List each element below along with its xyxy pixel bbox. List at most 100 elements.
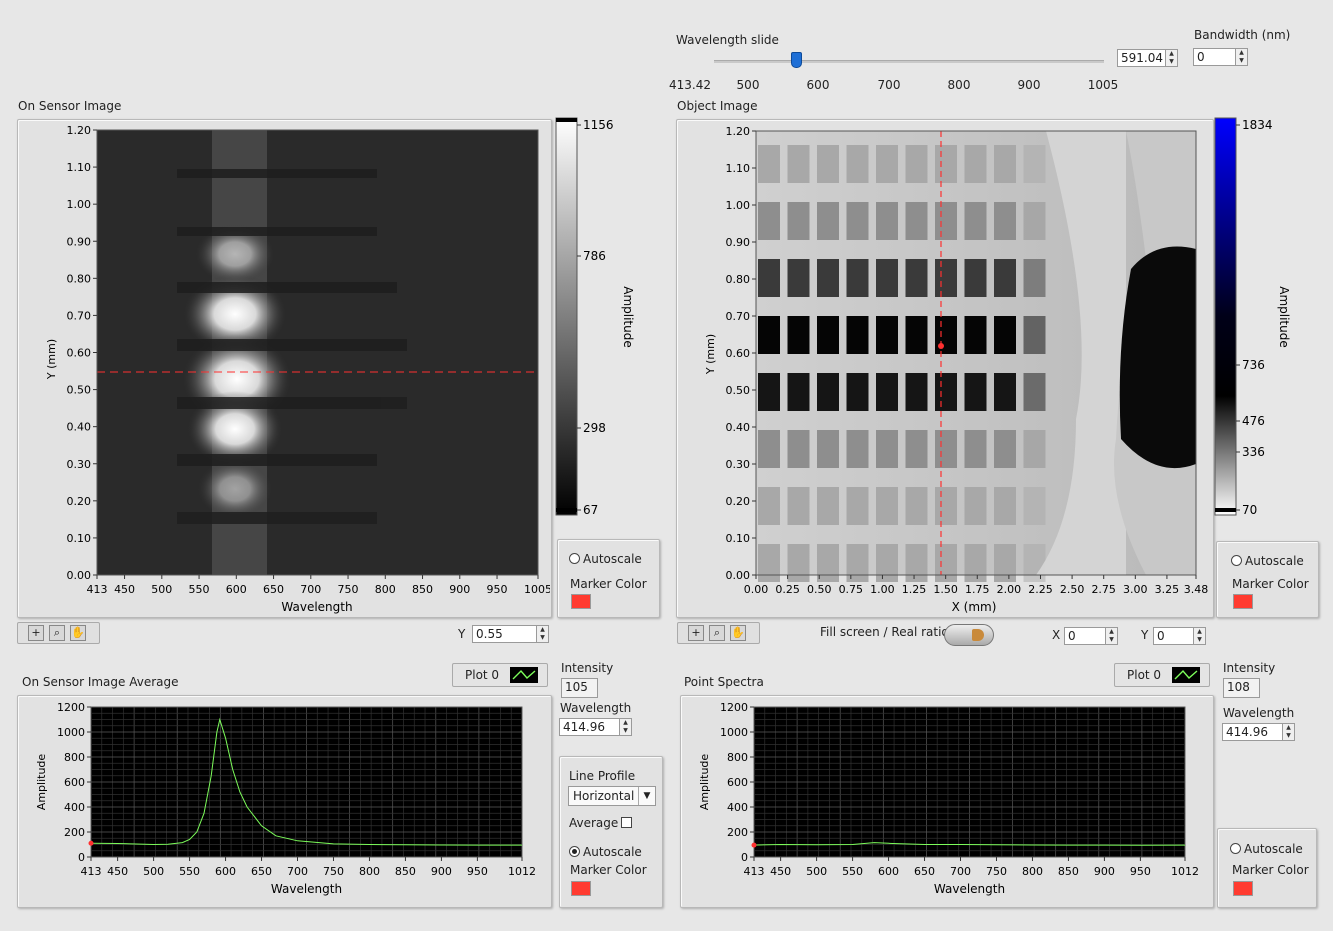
grid-square bbox=[964, 145, 987, 183]
sensor-average-series-line bbox=[90, 717, 522, 846]
slider-tick-label: 700 bbox=[877, 78, 901, 92]
slider-tick-label: 1005 bbox=[1087, 78, 1119, 92]
sensor-marker-color-label: Marker Color bbox=[570, 577, 647, 591]
point-spectra-legend[interactable]: Plot 0 bbox=[1114, 663, 1210, 687]
grid-square bbox=[1023, 202, 1046, 240]
grid-square bbox=[787, 487, 810, 525]
y-tick-label: 0.20 bbox=[726, 495, 751, 508]
object-pan-hand-icon[interactable]: ✋ bbox=[730, 625, 746, 641]
x-tick-label: 600 bbox=[215, 865, 236, 878]
y-tick-label: 0.10 bbox=[726, 532, 751, 545]
spectra-autoscale-radio[interactable] bbox=[1230, 843, 1241, 854]
y-tick-label: 1.10 bbox=[67, 161, 92, 174]
average-option[interactable]: Average bbox=[569, 816, 633, 830]
sensor-colorbar-gradient bbox=[555, 117, 578, 516]
wavelength-value-field[interactable]: 591.04 bbox=[1117, 49, 1167, 67]
y-tick-label: 0 bbox=[741, 851, 748, 864]
object-image-graph[interactable]: 1.20 1.10 1.00 0.90 0.80 0.70 0.60 0.50 0.40 0.30… bbox=[676, 119, 1212, 616]
sensor-average-legend[interactable]: Plot 0 bbox=[452, 663, 548, 687]
object-autoscale-radio[interactable] bbox=[1231, 555, 1242, 566]
zoom-icon[interactable]: ⌕ bbox=[49, 625, 65, 641]
spectra-marker-color-button[interactable] bbox=[1233, 881, 1253, 896]
spectra-autoscale-option[interactable]: Autoscale bbox=[1230, 842, 1303, 856]
x-tick-label: 950 bbox=[1130, 865, 1151, 878]
grid-square bbox=[758, 373, 780, 411]
x-tick-label: 1.50 bbox=[933, 583, 958, 596]
spectra-wavelength-spinner[interactable]: ▲ ▼ bbox=[1282, 723, 1295, 741]
pan-hand-icon[interactable]: ✋ bbox=[70, 625, 86, 641]
average-marker-color-button[interactable] bbox=[571, 881, 591, 896]
wavelength-spinner[interactable]: ▲ ▼ bbox=[1165, 49, 1178, 67]
grid-square bbox=[905, 316, 928, 354]
grid-square bbox=[905, 487, 928, 525]
x-tick-label: 650 bbox=[914, 865, 935, 878]
sensor-autoscale-radio[interactable] bbox=[569, 553, 580, 564]
grid-square bbox=[758, 430, 780, 468]
line-profile-select[interactable]: Horizontal ▼ bbox=[568, 786, 656, 806]
spectra-intensity-label: Intensity bbox=[1223, 661, 1276, 675]
object-autoscale-option[interactable]: Autoscale bbox=[1231, 554, 1304, 568]
x-tick-label: 950 bbox=[467, 865, 488, 878]
grid-square bbox=[1023, 487, 1046, 525]
grid-square bbox=[994, 145, 1016, 183]
wavelength-slider-track[interactable] bbox=[714, 60, 1104, 63]
sensor-average-cursor-marker[interactable] bbox=[88, 840, 94, 846]
grid-square bbox=[1023, 145, 1046, 183]
x-tick-label: 750 bbox=[986, 865, 1007, 878]
point-spectra-y-label: Amplitude bbox=[698, 754, 711, 811]
sensor-average-y-label: Amplitude bbox=[35, 754, 48, 811]
chevron-down-icon[interactable]: ▼ bbox=[638, 787, 655, 805]
average-checkbox[interactable] bbox=[621, 817, 633, 828]
crosshair-cursor-icon[interactable]: + bbox=[28, 625, 44, 641]
grid-square bbox=[935, 430, 957, 468]
object-y-field[interactable]: 0 bbox=[1153, 627, 1195, 645]
grid-square bbox=[905, 373, 928, 411]
wavelength-slider-thumb[interactable] bbox=[790, 52, 802, 68]
y-tick-label: 1000 bbox=[720, 726, 748, 739]
object-cursor-point[interactable] bbox=[938, 343, 944, 349]
grid-square bbox=[1023, 430, 1046, 468]
grid-square bbox=[876, 259, 898, 297]
object-x-spinner[interactable]: ▲ ▼ bbox=[1105, 627, 1118, 645]
grid-square bbox=[876, 145, 898, 183]
spectra-wavelength-field[interactable]: 414.96 bbox=[1222, 723, 1284, 741]
sensor-wavelength-spinner[interactable]: ▲ ▼ bbox=[619, 718, 632, 736]
object-marker-color-label: Marker Color bbox=[1232, 577, 1309, 591]
grid-square bbox=[876, 373, 898, 411]
sensor-y-field[interactable]: 0.55 bbox=[472, 625, 538, 643]
object-crosshair-cursor-icon[interactable]: + bbox=[688, 625, 704, 641]
sensor-marker-color-button[interactable] bbox=[571, 594, 591, 609]
sensor-y-spinner[interactable]: ▲ ▼ bbox=[536, 625, 549, 643]
sensor-wavelength-field[interactable]: 414.96 bbox=[559, 718, 621, 736]
sensor-autoscale-option[interactable]: Autoscale bbox=[569, 552, 642, 566]
x-tick-label: 450 bbox=[107, 865, 128, 878]
bandwidth-field[interactable]: 0 bbox=[1193, 48, 1237, 66]
grid-square bbox=[817, 487, 839, 525]
sensor-image-graph[interactable]: 1.20 1.10 1.00 0.90 0.80 0.70 0.60 0.50 0.40 0.30… bbox=[17, 119, 550, 616]
x-tick-label: 413 bbox=[81, 865, 102, 878]
x-tick-label: 800 bbox=[359, 865, 380, 878]
grid-square bbox=[935, 259, 957, 297]
x-tick-label: 500 bbox=[143, 865, 164, 878]
bandwidth-spinner[interactable]: ▲ ▼ bbox=[1235, 48, 1248, 66]
x-tick-label: 2.75 bbox=[1091, 583, 1116, 596]
fill-screen-toggle[interactable] bbox=[944, 624, 994, 646]
object-y-field-label: Y bbox=[1141, 628, 1149, 642]
y-tick-label: 1200 bbox=[57, 701, 85, 714]
grid-square bbox=[994, 487, 1016, 525]
object-y-spinner[interactable]: ▲ ▼ bbox=[1193, 627, 1206, 645]
x-tick-label: 450 bbox=[114, 583, 135, 596]
average-autoscale-radio[interactable] bbox=[569, 846, 580, 857]
x-tick-label: 600 bbox=[226, 583, 247, 596]
sensor-colorbar-top-marker bbox=[556, 118, 577, 122]
line-profile-label: Line Profile bbox=[569, 769, 636, 783]
object-zoom-icon[interactable]: ⌕ bbox=[709, 625, 725, 641]
object-marker-color-button[interactable] bbox=[1233, 594, 1253, 609]
point-spectra-cursor-marker[interactable] bbox=[751, 842, 757, 848]
sensor-glow-bottom bbox=[197, 459, 273, 519]
average-autoscale-option[interactable]: Autoscale bbox=[569, 845, 642, 859]
object-x-field[interactable]: 0 bbox=[1064, 627, 1107, 645]
x-tick-label: 900 bbox=[1094, 865, 1115, 878]
